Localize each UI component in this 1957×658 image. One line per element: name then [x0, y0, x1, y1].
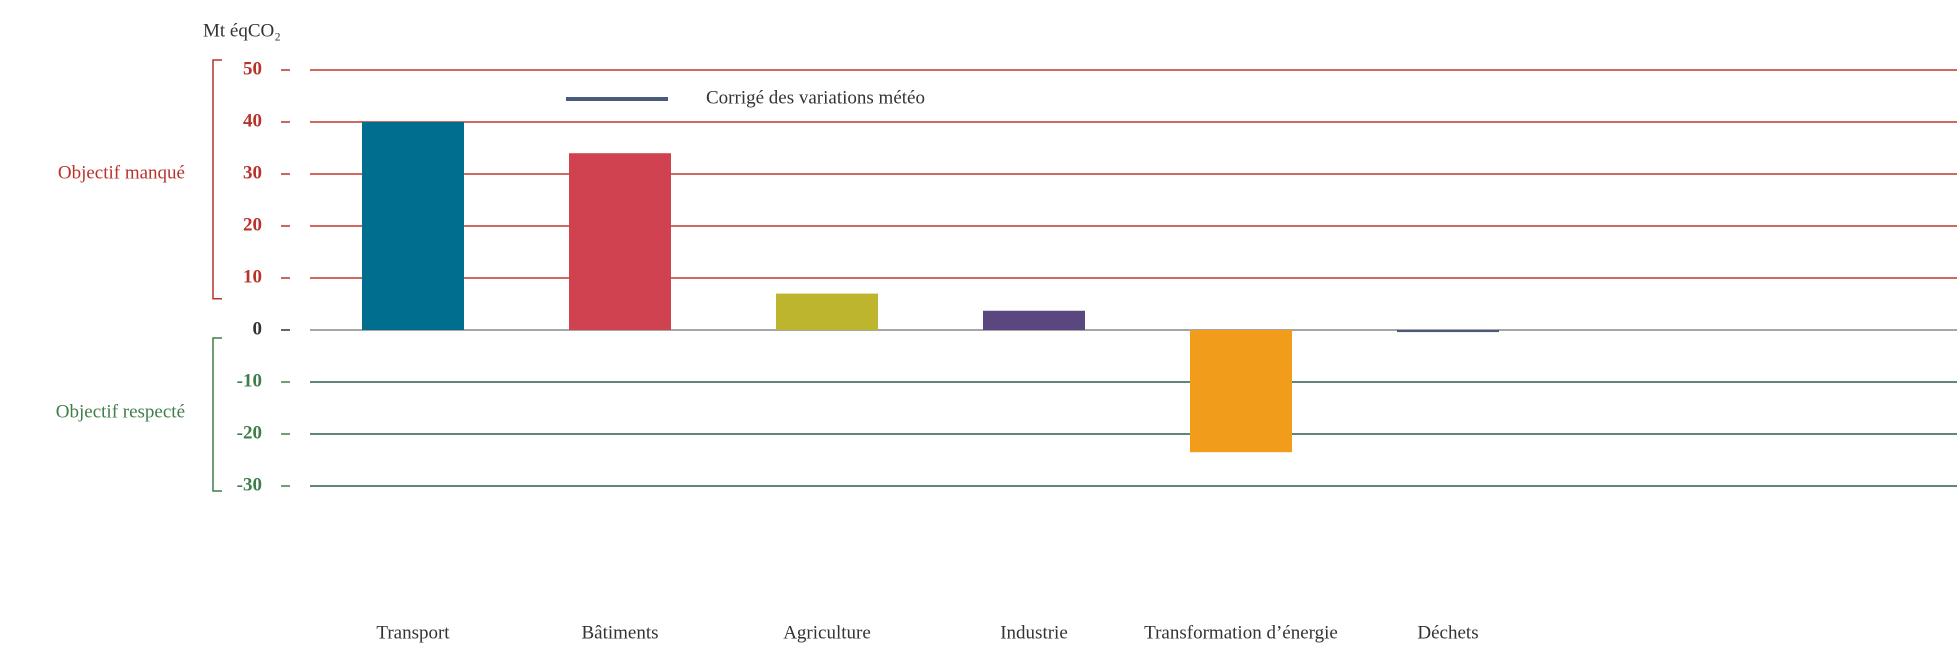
bar — [776, 293, 878, 330]
y-tick-label: 10 — [243, 266, 262, 287]
y-tick-label: 0 — [253, 318, 263, 339]
bracket — [212, 337, 222, 492]
y-tick-label: 30 — [243, 162, 262, 183]
y-tick-label: -20 — [237, 422, 262, 443]
y-tick-label: -10 — [237, 370, 262, 391]
bar — [1190, 330, 1292, 453]
bar — [1397, 330, 1499, 333]
y-tick-label: 50 — [243, 58, 262, 79]
x-tick-label: Transport — [376, 622, 450, 643]
legend-label: Corrigé des variations météo — [706, 87, 925, 108]
y-tick-label: -30 — [237, 474, 262, 495]
annotation: Objectif respecté — [56, 401, 185, 422]
x-tick-label: Agriculture — [783, 622, 871, 643]
bar — [983, 310, 1085, 330]
y-tick-label: 20 — [243, 214, 262, 235]
bar — [569, 153, 671, 330]
x-tick-label: Transformation d’énergie — [1144, 622, 1338, 643]
y-axis-label: Mt éqCO₂ — [203, 20, 281, 41]
x-tick-label: Bâtiments — [581, 622, 658, 643]
bracket — [212, 59, 222, 300]
annotation: Objectif manqué — [58, 162, 185, 183]
y-tick-label: 40 — [243, 110, 262, 131]
x-tick-label: Déchets — [1417, 622, 1478, 643]
x-tick-label: Industrie — [1000, 622, 1068, 643]
bar — [362, 122, 464, 330]
